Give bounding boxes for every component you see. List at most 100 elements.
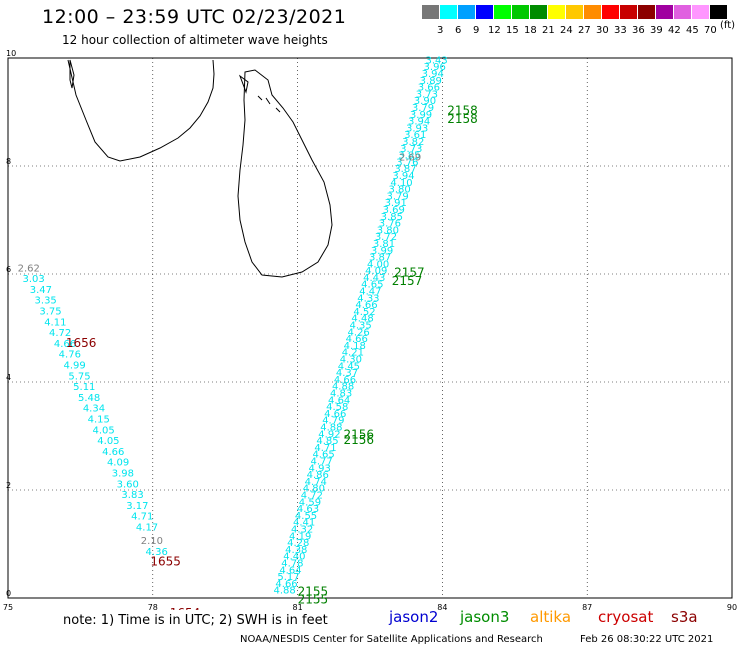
- wave-height-value: 4.88: [273, 586, 295, 597]
- wave-height-value: 3.75: [39, 307, 61, 318]
- wave-height-value: 4.43: [363, 273, 385, 284]
- scale-swatch: [530, 5, 547, 19]
- wave-height-value: 4.99: [64, 361, 86, 372]
- credit-line: NOAA/NESDIS Center for Satellite Applica…: [240, 634, 543, 645]
- y-tick-label: 6: [6, 265, 11, 274]
- right-track: 4.884.665.174.644.784.404.384.284.194.32…: [273, 55, 447, 596]
- x-tick-label: 81: [293, 603, 303, 610]
- wave-height-value: 4.71: [131, 512, 153, 523]
- wave-height-value: 4.33: [357, 293, 379, 304]
- wave-height-value: 3.60: [117, 479, 139, 490]
- satellite-legend-item: altika: [530, 608, 572, 626]
- wave-height-value: 4.10: [390, 178, 412, 189]
- wave-height-value: 4.45: [338, 361, 360, 372]
- wave-height-value: 4.93: [309, 463, 331, 474]
- x-tick-label: 87: [582, 603, 592, 610]
- wave-height-value: 4.58: [326, 402, 348, 413]
- pass-time-label: 2157: [394, 266, 425, 280]
- wave-height-value: 4.37: [336, 368, 358, 379]
- wave-height-value: 3.79: [412, 103, 434, 114]
- wave-height-value: 4.71: [314, 443, 336, 454]
- pass-time-label: 2157: [392, 274, 423, 288]
- wave-height-value: 4.66: [334, 375, 356, 386]
- wave-height-value: 4.19: [289, 531, 311, 542]
- wave-height-value: 3.47: [30, 285, 52, 296]
- wave-height-value: 4.38: [285, 545, 307, 556]
- wave-height-value: 3.69: [383, 205, 405, 216]
- scale-label: 9: [473, 25, 480, 36]
- scale-label: 18: [524, 25, 537, 36]
- sri-lanka-north-islets: [238, 74, 281, 113]
- satellite-legend-item: jason2: [389, 608, 439, 626]
- wave-height-value: 4.79: [322, 416, 344, 427]
- wave-height-value: 3.99: [371, 246, 393, 257]
- wave-height-value: 4.35: [349, 321, 371, 332]
- map-title: 12:00 – 23:59 UTC 02/23/2021: [42, 6, 347, 28]
- wave-height-value: 4.21: [342, 348, 364, 359]
- wave-height-value: 3.80: [388, 185, 410, 196]
- x-tick-label: 75: [3, 603, 13, 610]
- wave-height-value: 3.61: [404, 130, 426, 141]
- units-note: note: 1) Time is in UTC; 2) SWH is in fe…: [63, 613, 328, 628]
- x-tick-label: 84: [437, 603, 447, 610]
- wave-height-value: 4.83: [330, 389, 352, 400]
- wave-height-value: 4.15: [88, 415, 110, 426]
- wave-height-value: 4.17: [136, 523, 158, 534]
- altimeter-map: 2.623.033.473.353.754.114.724.664.764.99…: [3, 49, 737, 610]
- scale-swatch: [584, 5, 601, 19]
- pass-time-label: 2156: [343, 433, 374, 447]
- wave-height-value: 4.28: [287, 538, 309, 549]
- scale-swatch: [638, 5, 655, 19]
- wave-height-value: 3.76: [379, 219, 401, 230]
- wave-height-value: 3.81: [373, 239, 395, 250]
- wave-height-value: 3.87: [369, 253, 391, 264]
- scale-swatch: [422, 5, 439, 19]
- wave-height-value: 4.66: [102, 447, 124, 458]
- wave-height-value: 4.65: [361, 280, 383, 291]
- wave-height-value: 3.94: [392, 171, 414, 182]
- wave-height-value: 4.66: [346, 334, 368, 345]
- pass-time-label: 2155: [298, 584, 329, 598]
- wave-height-value: 4.18: [344, 341, 366, 352]
- wave-height-value: 3.82: [402, 137, 424, 148]
- wave-height-value: 3.98: [112, 469, 134, 480]
- wave-height-value: 5.17: [277, 572, 299, 583]
- wave-height-value: 3.93: [406, 123, 428, 134]
- scale-swatch: [476, 5, 493, 19]
- x-tick-label: 90: [727, 603, 737, 610]
- map-subtitle: 12 hour collection of altimeter wave hei…: [62, 33, 328, 47]
- scale-label: 36: [632, 25, 645, 36]
- wave-height-value: 4.05: [97, 436, 119, 447]
- satellite-legend-item: cryosat: [598, 608, 654, 626]
- scale-swatch: [440, 5, 457, 19]
- wave-height-value: 4.36: [146, 547, 168, 558]
- x-tick-label: 78: [148, 603, 158, 610]
- wave-height-value: 2.62: [18, 263, 40, 274]
- wave-height-value: 4.92: [318, 429, 340, 440]
- scale-label: 42: [668, 25, 681, 36]
- pass-time-label: 1655: [150, 555, 181, 569]
- wave-height-value: 3.96: [424, 62, 446, 73]
- wave-height-value: 4.66: [275, 579, 297, 590]
- wave-height-value: 3.87: [394, 164, 416, 175]
- scale-label: 33: [614, 25, 627, 36]
- wave-height-value: 3.89: [420, 76, 442, 87]
- wave-height-value: 4.77: [311, 457, 333, 468]
- wave-height-value: 4.59: [299, 497, 321, 508]
- scale-label: 12: [488, 25, 501, 36]
- scale-label: 27: [578, 25, 591, 36]
- wave-height-value: 3.85: [398, 151, 420, 162]
- y-tick-label: 4: [6, 373, 11, 382]
- axis-labels: 75 78 81 84 87 90 0 2 4 6 8 10: [3, 49, 737, 610]
- scale-label: 30: [596, 25, 609, 36]
- wave-height-value: 3.35: [35, 296, 57, 307]
- scale-label: 45: [686, 25, 699, 36]
- wave-height-value: 4.65: [312, 450, 334, 461]
- map-frame: [7, 57, 733, 599]
- wave-height-value: 3.80: [377, 225, 399, 236]
- wave-height-value: 4.11: [44, 317, 66, 328]
- y-tick-label: 0: [6, 589, 11, 598]
- grid-lines: [7, 57, 733, 599]
- wave-height-value: 4.55: [295, 511, 317, 522]
